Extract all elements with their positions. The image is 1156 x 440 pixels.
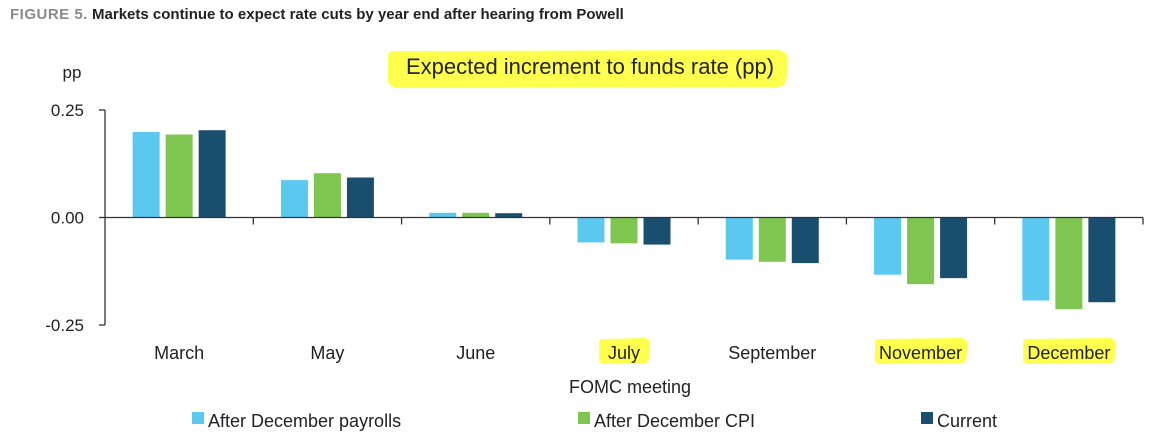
x-axis-label: FOMC meeting xyxy=(569,377,691,397)
bar-march-after-december-payrolls xyxy=(132,131,160,218)
legend-label-after-december-cpi: After December CPI xyxy=(594,411,755,431)
category-highlight-november xyxy=(874,338,968,364)
bar-may-after-december-cpi xyxy=(313,173,341,218)
bar-september-after-december-payrolls xyxy=(725,217,753,260)
y-tick-label: 0.00 xyxy=(51,209,84,228)
x-axis-ticks xyxy=(252,217,1144,225)
category-highlight-july xyxy=(598,338,651,364)
y-tick-label: -0.25 xyxy=(45,316,84,335)
bar-december-after-december-cpi xyxy=(1055,217,1083,310)
figure-number: FIGURE 5. xyxy=(10,6,88,23)
title-highlight xyxy=(387,50,789,88)
legend-label-current: Current xyxy=(937,411,997,431)
legend-label-after-december-payrolls: After December payrolls xyxy=(208,411,401,431)
bar-march-current xyxy=(198,130,226,218)
bar-september-after-december-cpi xyxy=(758,217,786,262)
bar-may-current xyxy=(346,177,374,218)
bar-july-after-december-payrolls xyxy=(577,217,605,243)
legend: After December payrolls After December CP… xyxy=(192,411,997,431)
highlights-layer xyxy=(387,50,1116,364)
bar-december-after-december-payrolls xyxy=(1022,217,1050,301)
legend-swatch-after-december-cpi xyxy=(578,412,590,424)
category-label-july: July xyxy=(608,343,640,363)
category-labels: March May June July September November Decembe… xyxy=(154,343,1110,363)
category-label-december: December xyxy=(1027,343,1110,363)
bar-march-after-december-cpi xyxy=(165,134,193,218)
bar-june-after-december-payrolls xyxy=(429,212,457,218)
bar-september-current xyxy=(791,217,819,264)
category-label-march: March xyxy=(154,343,204,363)
bar-june-after-december-cpi xyxy=(462,212,490,218)
figure-caption: FIGURE 5. Markets continue to expect rat… xyxy=(10,6,624,23)
y-axis-label: pp xyxy=(63,63,82,82)
chart-title: Expected increment to funds rate (pp) xyxy=(406,54,774,79)
legend-swatch-current xyxy=(921,412,933,424)
bar-november-after-december-payrolls xyxy=(874,217,902,275)
legend-swatch-after-december-payrolls xyxy=(192,412,204,424)
bar-july-current xyxy=(643,217,671,245)
figure-caption-text: Markets continue to expect rate cuts by … xyxy=(92,6,624,23)
bar-november-after-december-cpi xyxy=(907,217,935,285)
category-label-september: September xyxy=(728,343,816,363)
y-axis-ticks: 0.25 0.00 -0.25 xyxy=(45,101,105,335)
category-highlight-december xyxy=(1022,338,1116,364)
bar-july-after-december-cpi xyxy=(610,217,638,244)
bars-layer xyxy=(132,130,1116,310)
bar-november-current xyxy=(940,217,968,279)
bar-june-current xyxy=(495,213,523,218)
y-tick-label: 0.25 xyxy=(51,101,84,120)
bar-december-current xyxy=(1088,217,1116,303)
bar-may-after-december-payrolls xyxy=(280,180,308,218)
category-label-june: June xyxy=(456,343,495,363)
category-label-november: November xyxy=(879,343,962,363)
category-label-may: May xyxy=(310,343,344,363)
